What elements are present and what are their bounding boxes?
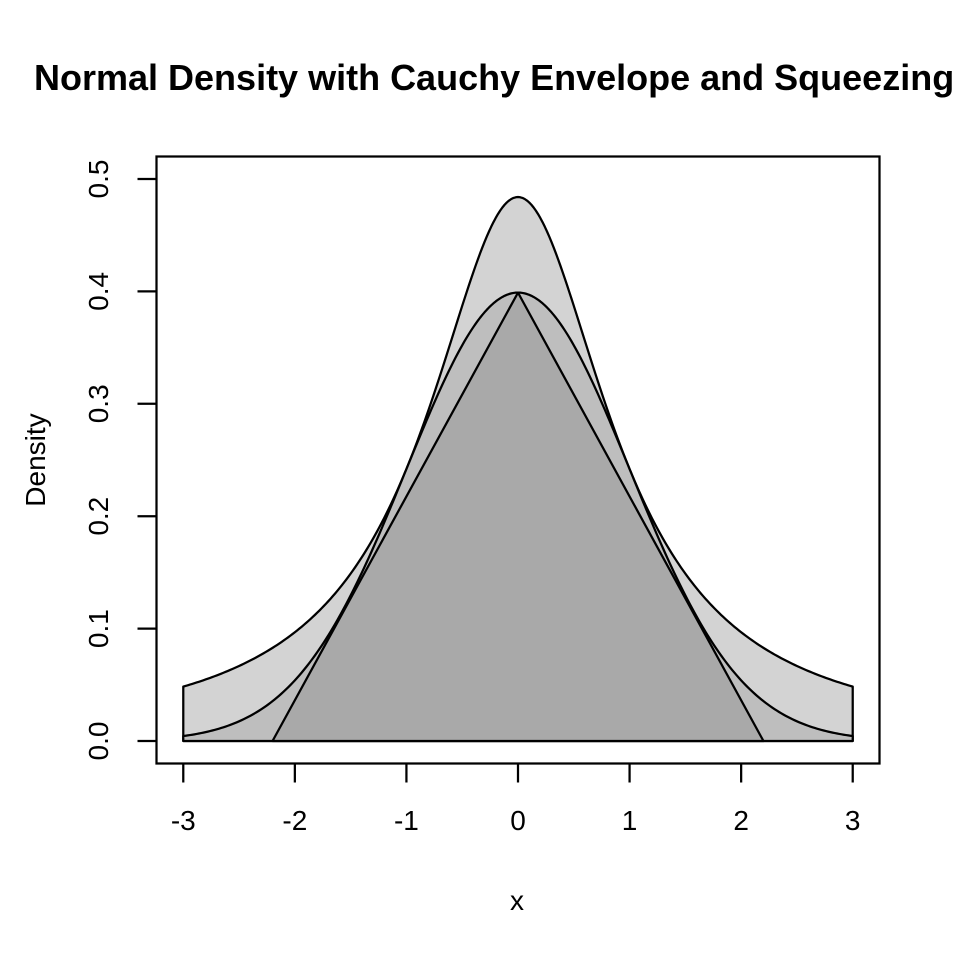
y-axis: 0.0 0.1 0.2 0.3 0.4 0.5 [83, 160, 157, 761]
y-tick-label: 0.4 [83, 272, 114, 311]
y-tick-label: 0.1 [83, 609, 114, 648]
area-squeezing-function [271, 291, 765, 743]
y-tick-label: 0.0 [83, 722, 114, 761]
x-tick-label: 2 [733, 805, 749, 836]
x-tick-label: -3 [171, 805, 196, 836]
plot-areas [182, 195, 854, 743]
x-tick-label: -1 [394, 805, 419, 836]
y-tick-label: 0.2 [83, 497, 114, 536]
chart-title: Normal Density with Cauchy Envelope and … [34, 57, 954, 98]
x-tick-label: 3 [845, 805, 861, 836]
x-axis-label: x [510, 885, 524, 916]
y-axis-label: Density [20, 413, 51, 506]
y-tick-label: 0.5 [83, 160, 114, 199]
x-tick-label: 0 [510, 805, 526, 836]
y-tick-label: 0.3 [83, 384, 114, 423]
x-tick-label: -2 [282, 805, 307, 836]
x-tick-label: 1 [622, 805, 638, 836]
x-axis: -3 -2 -1 0 1 2 3 [171, 763, 861, 836]
